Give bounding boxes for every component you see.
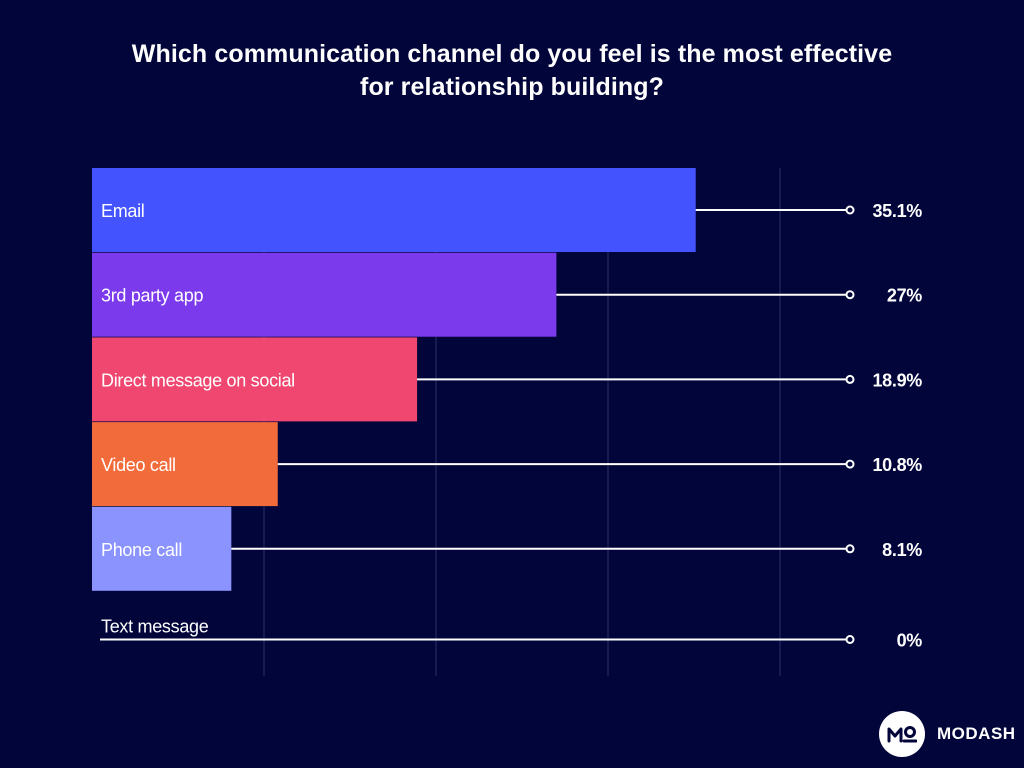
brand-name: MODASH [937,724,1016,743]
chart-title: Which communication channel do you feel … [0,38,1024,104]
category-label: 3rd party app [101,286,203,306]
value-label: 18.9% [872,370,922,390]
leader-marker [845,459,855,469]
grid-lines [263,168,781,676]
leader-marker [845,635,855,644]
chart-title-line-1: Which communication channel do you feel … [131,40,893,68]
brand-logo: MODASH [879,711,1016,757]
leader-marker [845,290,855,300]
bar [92,337,418,422]
leader-marker [845,205,855,215]
value-label: 35.1% [872,201,922,221]
leader-lines [100,205,855,644]
bars [92,168,696,591]
category-label: Text message [101,617,209,637]
category-label: Video call [101,455,176,475]
modash-logo-icon [879,711,925,757]
leader-marker [845,374,855,384]
category-label: Direct message on social [101,370,295,390]
value-label: 8.1% [882,540,922,560]
chart-title-line-2: for relationship building? [360,73,664,101]
leader-marker [845,544,855,554]
category-label: Email [101,201,145,221]
bar [92,422,278,507]
category-label: Phone call [101,540,182,560]
value-label: 27% [887,286,922,306]
value-label: 10.8% [872,455,922,475]
bar [92,168,696,252]
bar [92,252,557,337]
value-label: 0% [897,631,923,651]
bar [92,506,232,591]
labels: Email 35.1% 3rd party app 27% Direct message… [101,201,923,651]
